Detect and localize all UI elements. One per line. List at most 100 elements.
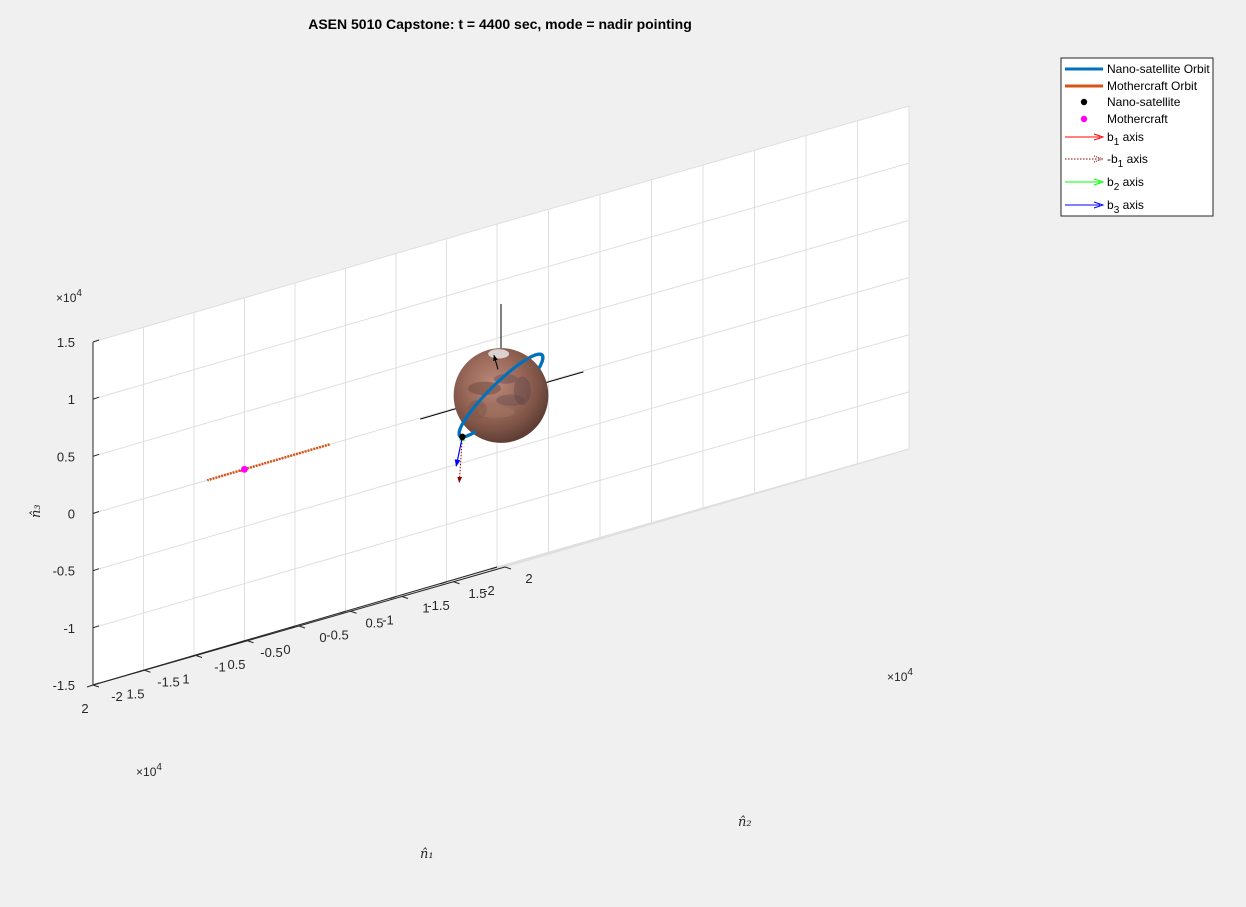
y-tick-label: -2 [111,689,123,704]
legend-item-7[interactable]: b3 axis [1065,198,1144,216]
grid-line [496,219,910,339]
x-tick-mark [339,610,346,614]
x-tick-label: 0 [283,642,290,657]
mars-polar-cap [488,349,510,359]
z-tick-label: -1.5 [53,678,75,693]
y-tick-label: -0.5 [260,645,282,660]
mars-surface-patch [513,376,531,405]
z-tick-label: -1 [63,621,75,636]
x-axis-ticks: -2-1.5-1-0.500.511.52 [81,566,498,716]
legend-swatch-arrowhead [1093,133,1105,141]
legend-item-5[interactable]: -b1 axis [1065,152,1148,170]
legend-item-0[interactable]: Nano-satellite Orbit [1065,62,1210,76]
legend-label: Mothercraft Orbit [1107,79,1198,93]
y-tick-mark [195,655,203,658]
z-tick-label: -0.5 [53,564,75,579]
z-tick-mark [92,396,100,400]
y-tick-label: 1.5 [468,586,486,601]
b3-axis-arrow [454,436,463,467]
legend-label: Nano-satellite [1107,95,1181,109]
z-tick-mark [92,568,100,572]
grid-line [92,509,498,629]
grid-line [496,334,910,454]
x-axis-label: n̂₁ [420,847,434,862]
spacecraft-markers [241,433,466,473]
y-axis-ticks: -2-1.5-1-0.500.511.52 [92,566,533,704]
x-tick-label: 1.5 [126,686,144,701]
legend-label: b1 axis [1107,130,1144,148]
grid-line [496,448,910,568]
grid-line [496,105,910,225]
x-tick-label: -1.5 [427,598,449,613]
z-axis-ticks: -1.5 -1 -0.5 0 0.5 1 1.5 [53,335,100,693]
axes-3d[interactable] [92,105,910,686]
nano-orbit-point [524,357,529,361]
x-tick-label: -1 [382,613,394,628]
legend-label: Nano-satellite Orbit [1107,62,1210,76]
y-tick-label: -1 [214,660,226,675]
y-tick-label: 2 [525,571,532,586]
mars-surface-patch [467,400,487,420]
legend-label: -b1 axis [1107,152,1148,170]
legend-label: b2 axis [1107,175,1144,193]
legend-item-1[interactable]: Mothercraft Orbit [1065,79,1198,93]
x-tick-label: 0.5 [227,657,245,672]
legend-label: Mothercraft [1107,112,1168,126]
nano-satellite-marker [459,433,466,441]
legend-swatch-dot [1080,115,1088,123]
x-tick-label: -2 [483,583,495,598]
y-tick-label: -1.5 [157,674,179,689]
z-tick-mark [92,682,100,686]
nano-orbit-point [475,402,479,406]
legend-item-6[interactable]: b2 axis [1065,175,1144,193]
chart-title: ASEN 5010 Capstone: t = 4400 sec, mode =… [308,16,692,32]
z-tick-label: 1 [68,392,75,407]
z-tick-mark [92,625,100,629]
z-tick-mark [92,339,100,343]
x-tick-mark [490,566,498,570]
grid-line [496,162,910,282]
grid-line [92,223,498,343]
y-exponent-label: ×104 [887,667,913,684]
legend-item-4[interactable]: b1 axis [1065,130,1144,148]
polar-axis-arrow [493,354,499,370]
grid-line [92,452,498,572]
y-tick-mark [144,669,151,673]
grid-line [92,337,498,457]
x-tick-mark [389,596,397,599]
y-tick-label: 0 [319,630,326,645]
grid-line [92,280,498,400]
y-tick-mark [401,596,409,599]
z-tick-label: 1.5 [57,335,75,350]
y-axis-label: n̂₂ [738,815,752,830]
x-tick-label: 2 [81,701,88,716]
mars-planet [453,348,549,443]
z-tick-mark [92,511,100,514]
x-exponent-label: ×104 [136,762,162,779]
z-tick-mark [92,453,100,457]
legend-item-3[interactable]: Mothercraft [1080,112,1169,126]
svg-text:×104: ×104 [56,288,82,305]
y-tick-mark [350,610,357,614]
legend-item-2[interactable]: Nano-satellite [1080,95,1181,109]
plot-scene [206,304,584,483]
x-tick-mark [137,669,144,673]
legend-swatch-arrowhead [1093,178,1105,186]
x-tick-label: 1 [182,672,189,687]
x-tick-mark [187,655,195,658]
x-tick-mark [238,640,245,644]
y-tick-label: 1 [422,601,429,616]
legend[interactable]: Nano-satellite Orbit Mothercraft Orbit Nan… [1060,57,1214,217]
z-axis-label: n̂₃ [29,504,44,518]
x-tick-mark [288,625,296,629]
mars-surface-patch [477,406,516,418]
mothercraft-marker [241,465,248,473]
nano-orbit-point [537,365,542,369]
x-tick-mark [86,684,94,688]
z-tick-label: 0.5 [57,449,75,464]
svg-text:×104: ×104 [136,762,162,779]
z-exponent-label: ×104 [56,288,82,305]
y-tick-mark [504,566,512,570]
legend-swatch-dot [1080,98,1088,106]
y-tick-label: 0.5 [365,615,383,630]
